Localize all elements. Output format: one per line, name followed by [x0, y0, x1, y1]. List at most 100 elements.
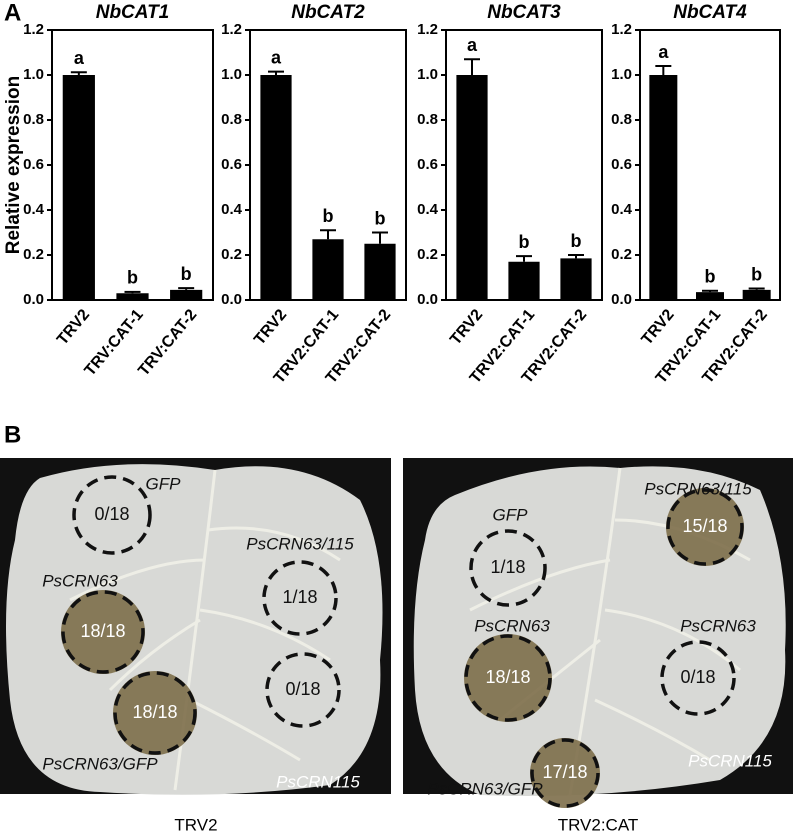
- bar: [116, 293, 149, 300]
- construct-label: PsCRN63/GFP: [427, 779, 543, 798]
- significance-letter: a: [467, 35, 478, 55]
- x-tick-label: TRV2: [251, 306, 290, 348]
- y-tick-label: 0.2: [23, 246, 44, 263]
- significance-letter: b: [519, 232, 530, 252]
- construct-label: PsCRN115: [276, 772, 360, 791]
- x-tick-label: TRV2: [447, 306, 486, 348]
- infiltration-circle: [113, 671, 197, 755]
- y-tick-label: 0.0: [611, 291, 632, 308]
- necrosis-score: 15/18: [682, 516, 727, 536]
- x-tick-label: TRV2: [54, 306, 93, 348]
- y-tick-label: 0.0: [23, 291, 44, 308]
- construct-label: GFP: [493, 505, 529, 524]
- construct-label: PsCRN63/115: [644, 479, 752, 498]
- significance-letter: a: [271, 47, 282, 67]
- necrosis-score: 17/18: [542, 762, 587, 782]
- infiltration-circle: [61, 590, 145, 674]
- lesion: [530, 738, 600, 808]
- significance-letter: b: [751, 264, 762, 284]
- photo-caption: TRV2:CAT: [558, 815, 639, 834]
- chart-title: NbCAT4: [673, 2, 747, 23]
- bar: [649, 75, 678, 300]
- infiltration-circle: [464, 634, 552, 722]
- significance-letter: b: [181, 264, 192, 284]
- y-tick-label: 0.8: [611, 111, 632, 128]
- construct-label: PsCRN63: [474, 616, 550, 635]
- y-tick-label: 0.8: [417, 111, 438, 128]
- y-tick-label: 0.4: [417, 201, 439, 218]
- lesion: [666, 488, 744, 566]
- infiltration-circle: [666, 488, 744, 566]
- construct-label: GFP: [146, 474, 182, 493]
- y-tick-label: 0.0: [221, 291, 242, 308]
- necrosis-score: 0/18: [680, 667, 715, 687]
- construct-label: PsCRN63/115: [246, 534, 354, 553]
- bar: [62, 75, 95, 300]
- infiltration-circle: [530, 738, 600, 808]
- y-tick-label: 0.2: [611, 246, 632, 263]
- y-tick-label: 1.0: [221, 66, 242, 83]
- panel-label: A: [4, 0, 21, 26]
- y-tick-label: 0.4: [611, 201, 633, 218]
- bar: [456, 75, 488, 300]
- panel-label: B: [4, 421, 21, 448]
- necrosis-score: 1/18: [282, 587, 317, 607]
- necrosis-score: 0/18: [94, 504, 129, 524]
- x-tick-label: TRV2: [639, 306, 678, 348]
- bar: [312, 239, 344, 300]
- significance-letter: b: [323, 206, 334, 226]
- y-tick-label: 0.0: [417, 291, 438, 308]
- construct-label: PsCRN63: [680, 616, 756, 635]
- bar: [170, 289, 203, 300]
- chart-title: NbCAT3: [487, 2, 561, 23]
- y-tick-label: 0.8: [221, 111, 242, 128]
- y-tick-label: 0.4: [221, 201, 243, 218]
- y-tick-label: 0.4: [23, 201, 45, 218]
- chart-title: NbCAT2: [291, 2, 365, 23]
- lesion: [61, 590, 145, 674]
- infiltration-circle: [469, 529, 547, 607]
- necrosis-score: 0/18: [285, 679, 320, 699]
- bar: [742, 289, 771, 300]
- necrosis-score: 18/18: [80, 621, 125, 641]
- construct-label: PsCRN115: [688, 751, 772, 770]
- infiltration-circle: [72, 475, 152, 555]
- infiltration-circle: [265, 652, 341, 728]
- y-tick-label: 1.2: [417, 21, 438, 38]
- infiltration-circle: [262, 560, 338, 636]
- infiltration-circle: [660, 640, 736, 716]
- significance-letter: a: [74, 48, 85, 68]
- construct-label: PsCRN63/GFP: [42, 754, 158, 773]
- y-tick-label: 0.2: [417, 246, 438, 263]
- y-tick-label: 0.6: [417, 156, 438, 173]
- significance-letter: b: [375, 208, 386, 228]
- y-tick-label: 1.0: [611, 66, 632, 83]
- bar: [696, 292, 724, 300]
- y-axis-label: Relative expression: [3, 76, 24, 254]
- y-tick-label: 1.2: [23, 21, 44, 38]
- significance-letter: b: [127, 268, 138, 288]
- lesion: [113, 671, 197, 755]
- lesion: [464, 634, 552, 722]
- y-tick-label: 0.6: [23, 156, 44, 173]
- necrosis-score: 18/18: [132, 702, 177, 722]
- y-tick-label: 1.2: [611, 21, 632, 38]
- y-tick-label: 1.0: [417, 66, 438, 83]
- significance-letter: a: [658, 42, 669, 62]
- necrosis-score: 18/18: [485, 667, 530, 687]
- y-tick-label: 0.2: [221, 246, 242, 263]
- necrosis-score: 1/18: [490, 557, 525, 577]
- significance-letter: b: [705, 267, 716, 287]
- construct-label: PsCRN63: [42, 571, 118, 590]
- bar: [260, 75, 292, 300]
- bar: [364, 243, 396, 300]
- significance-letter: b: [571, 231, 582, 251]
- y-tick-label: 0.6: [611, 156, 632, 173]
- y-tick-label: 1.0: [23, 66, 44, 83]
- chart-title: NbCAT1: [96, 2, 170, 23]
- y-tick-label: 1.2: [221, 21, 242, 38]
- y-tick-label: 0.8: [23, 111, 44, 128]
- photo-caption: TRV2: [174, 815, 217, 834]
